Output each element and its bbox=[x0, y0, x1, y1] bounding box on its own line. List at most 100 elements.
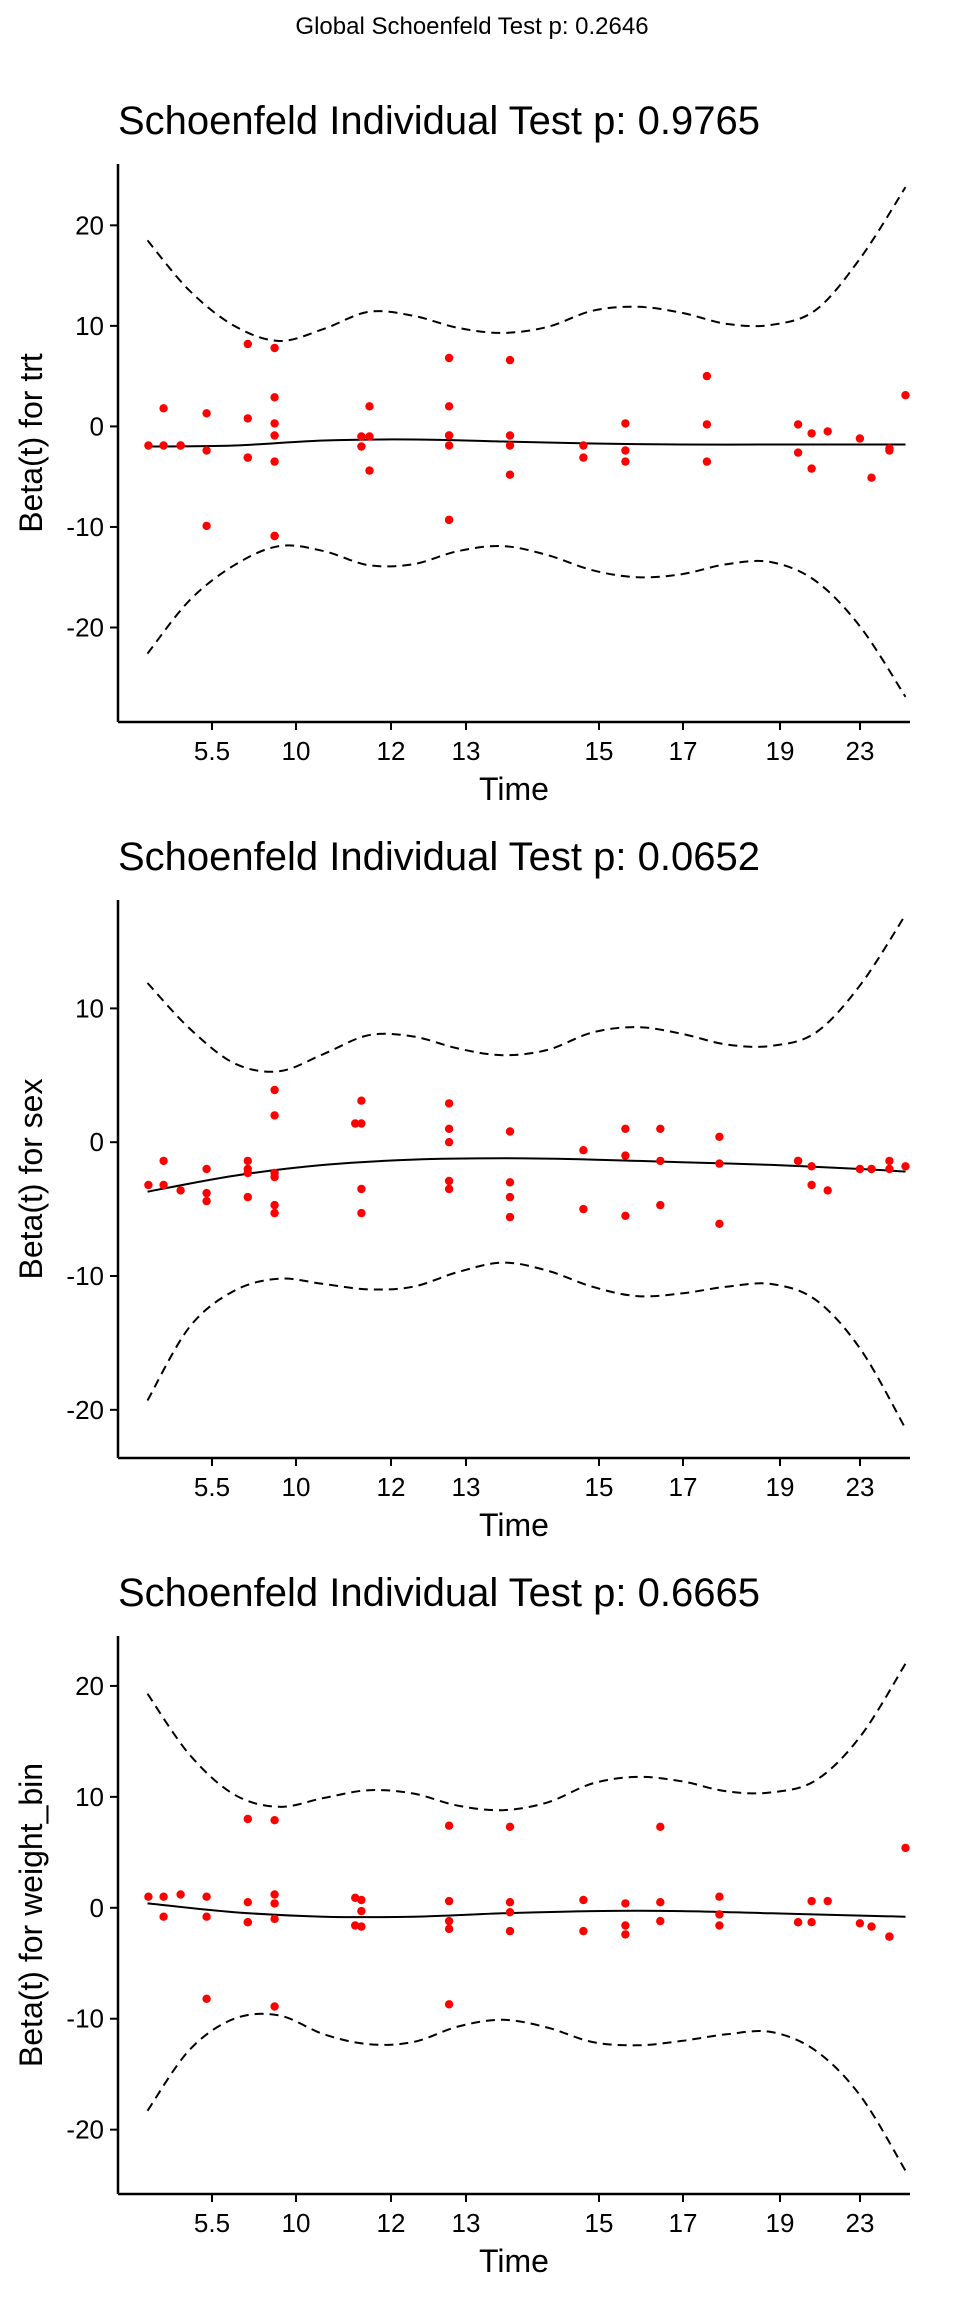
chart-panel-1: Schoenfeld Individual Test p: 0.9765 -20 -… bbox=[13, 99, 910, 807]
data-point bbox=[621, 1151, 630, 1160]
data-point bbox=[621, 457, 630, 466]
data-point bbox=[621, 1899, 630, 1908]
data-point bbox=[505, 1822, 515, 1832]
x-tick-label: 12 bbox=[377, 1472, 406, 1502]
data-point bbox=[444, 431, 454, 440]
y-tick-label: 10 bbox=[75, 1782, 104, 1812]
data-point bbox=[656, 1156, 665, 1166]
data-point bbox=[505, 431, 515, 440]
data-point bbox=[202, 1164, 211, 1174]
data-point bbox=[270, 1085, 279, 1095]
data-point bbox=[270, 1111, 279, 1120]
data-point bbox=[715, 1219, 724, 1229]
data-point bbox=[793, 448, 803, 457]
data-point bbox=[144, 1180, 153, 1190]
data-point bbox=[202, 1196, 211, 1206]
x-tick-label: 23 bbox=[846, 2208, 875, 2238]
data-point bbox=[715, 1910, 724, 1919]
data-point bbox=[270, 1914, 279, 1924]
y-axis-label: Beta(t) for sex bbox=[13, 1079, 49, 1280]
x-tick-label: 17 bbox=[669, 1472, 698, 1502]
x-tick-label: 12 bbox=[377, 2208, 406, 2238]
data-point bbox=[159, 1892, 168, 1901]
x-tick-label: 13 bbox=[452, 736, 481, 766]
y-tick-label: -10 bbox=[66, 512, 104, 542]
chart-panels: Schoenfeld Individual Test p: 0.9765 -20 -… bbox=[13, 99, 910, 2279]
x-tick-label: 15 bbox=[585, 736, 614, 766]
y-tick-label: -10 bbox=[66, 2004, 104, 2034]
data-point bbox=[793, 1918, 803, 1927]
data-point bbox=[855, 1919, 865, 1928]
data-point bbox=[365, 466, 374, 475]
y-axis-label: Beta(t) for trt bbox=[13, 353, 49, 533]
data-point bbox=[357, 1906, 366, 1916]
fit-line bbox=[147, 1902, 906, 1919]
data-point bbox=[357, 1096, 366, 1105]
data-point bbox=[823, 1186, 832, 1195]
data-point bbox=[621, 1921, 630, 1930]
data-point bbox=[505, 1178, 515, 1187]
y-tick-label: -20 bbox=[66, 612, 104, 642]
data-point bbox=[621, 1211, 630, 1221]
data-point bbox=[807, 1918, 816, 1927]
data-point bbox=[270, 431, 279, 440]
data-point bbox=[579, 1926, 588, 1936]
data-point bbox=[202, 446, 211, 455]
x-tick-label: 12 bbox=[377, 736, 406, 766]
data-point bbox=[656, 1822, 665, 1832]
data-point bbox=[621, 446, 630, 455]
x-tick-label: 10 bbox=[282, 2208, 311, 2238]
data-point bbox=[505, 1127, 515, 1136]
data-point bbox=[176, 441, 185, 450]
data-point bbox=[444, 2000, 454, 2009]
data-point bbox=[702, 420, 712, 429]
data-point bbox=[202, 1912, 211, 1921]
data-point bbox=[270, 1890, 279, 1899]
data-point bbox=[715, 1159, 724, 1168]
chart-panel-2: Schoenfeld Individual Test p: 0.0652 -20 -… bbox=[13, 835, 910, 1543]
x-axis-label: Time bbox=[479, 771, 549, 807]
data-point bbox=[715, 1132, 724, 1142]
fit-line bbox=[147, 438, 906, 448]
data-point bbox=[357, 1184, 366, 1194]
data-point bbox=[444, 353, 454, 363]
data-point bbox=[270, 1172, 279, 1182]
data-point bbox=[202, 521, 211, 531]
data-point bbox=[579, 1204, 588, 1214]
data-point bbox=[243, 453, 252, 462]
data-point bbox=[702, 457, 712, 466]
data-point bbox=[867, 473, 876, 482]
x-tick-label: 19 bbox=[766, 736, 795, 766]
data-point bbox=[807, 1162, 816, 1171]
data-point bbox=[357, 442, 366, 451]
ci-upper-line bbox=[146, 186, 907, 343]
data-point bbox=[656, 1898, 665, 1907]
y-tick-label: 20 bbox=[75, 1671, 104, 1701]
data-point bbox=[505, 441, 515, 450]
data-point bbox=[270, 1816, 279, 1825]
data-point bbox=[867, 1922, 876, 1931]
y-tick-label: 0 bbox=[90, 1127, 104, 1157]
data-point bbox=[505, 1926, 515, 1936]
data-point bbox=[270, 343, 279, 353]
ci-upper-line bbox=[146, 1663, 907, 1812]
global-title: Global Schoenfeld Test p: 0.2646 bbox=[295, 13, 648, 40]
data-point bbox=[159, 1180, 168, 1190]
data-point bbox=[444, 1924, 454, 1934]
data-point bbox=[505, 1898, 515, 1907]
chart-panel-3: Schoenfeld Individual Test p: 0.6665 -20 -… bbox=[13, 1571, 910, 2279]
data-point bbox=[202, 1994, 211, 2004]
data-point bbox=[885, 1164, 894, 1174]
data-point bbox=[444, 1124, 454, 1134]
data-point bbox=[807, 429, 816, 438]
data-point bbox=[357, 1895, 366, 1905]
data-point bbox=[243, 1918, 252, 1927]
data-point bbox=[270, 1200, 279, 1210]
data-point bbox=[444, 1138, 454, 1147]
data-point bbox=[885, 1932, 894, 1941]
data-point bbox=[202, 409, 211, 418]
data-point bbox=[621, 1930, 630, 1939]
data-point bbox=[807, 1180, 816, 1190]
x-tick-label: 13 bbox=[452, 2208, 481, 2238]
